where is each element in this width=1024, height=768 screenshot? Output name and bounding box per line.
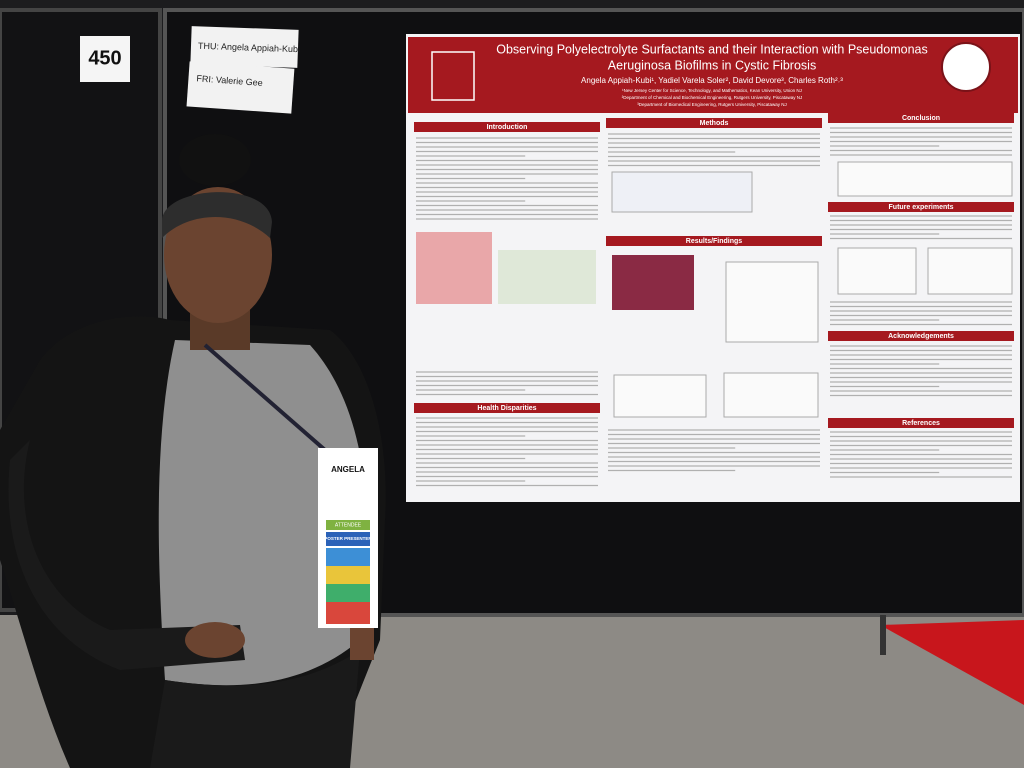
affiliation: ²Department of Chemical and Biochemical … [622,95,803,100]
section-title: Conclusion [902,115,940,122]
section-bar [828,202,1014,212]
figure [927,247,1013,295]
section-title: Acknowledgements [888,333,954,340]
pants [150,650,360,768]
badge-type: POSTER PRESENTER [324,536,372,541]
poster-authors: Angela Appiah-Kubi¹, Yadiel Varela Soler… [581,76,843,85]
headband [162,192,272,238]
hand [185,622,245,658]
logo [941,42,991,92]
poster-header [408,37,1018,113]
board-leg [880,615,886,655]
figure [837,247,917,295]
ribbon [326,602,370,624]
section-title: Health Disparities [477,405,536,412]
figure [725,261,819,343]
section-bar [606,118,822,128]
affiliation: ¹New Jersey Center for Science, Technolo… [622,88,802,93]
section-title: Results/Findings [686,238,743,245]
figure [723,372,819,418]
section-bar [606,236,822,246]
poster-title: Observing Polyelectrolyte Surfactants an… [496,42,927,56]
booth-number-card [80,36,130,82]
figure [498,250,596,304]
figure [611,171,753,213]
ribbon [326,548,370,566]
figure [416,232,492,304]
poster-title: Aeruginosa Biofilms in Cystic Fibrosis [608,58,816,72]
name-card [186,61,295,114]
booth-number: 450 [88,47,121,69]
arm [8,440,246,670]
ribbon [326,584,370,602]
figure [612,255,694,310]
section-bar [828,331,1014,341]
section-title: Introduction [487,124,528,131]
shirt [158,340,368,686]
section-bar [828,113,1014,123]
badge-band [326,532,370,546]
badge-band [326,520,370,530]
ribbon [326,566,370,584]
section-bar [414,122,600,132]
red-carpet [880,620,1024,705]
section-title: Future experiments [889,204,954,211]
name-card-text: THU: Angela Appiah-Kubi [198,41,300,55]
body-text [416,127,1012,487]
name-card [190,26,299,68]
badge-name: ANGELA [331,465,365,474]
hair [179,134,251,186]
name-card-text: FRI: Valerie Gee [196,73,263,88]
section-bar [828,418,1014,428]
section-title: Methods [700,120,729,127]
badge-role: ATTENDEE [335,522,362,528]
section-title: References [902,420,940,427]
section-bar [414,403,600,413]
affiliation: ³Department of Biomedical Engineering, R… [637,102,786,107]
figure [613,374,707,418]
table [837,161,1013,197]
lanyard [203,343,327,452]
logo [431,51,475,101]
